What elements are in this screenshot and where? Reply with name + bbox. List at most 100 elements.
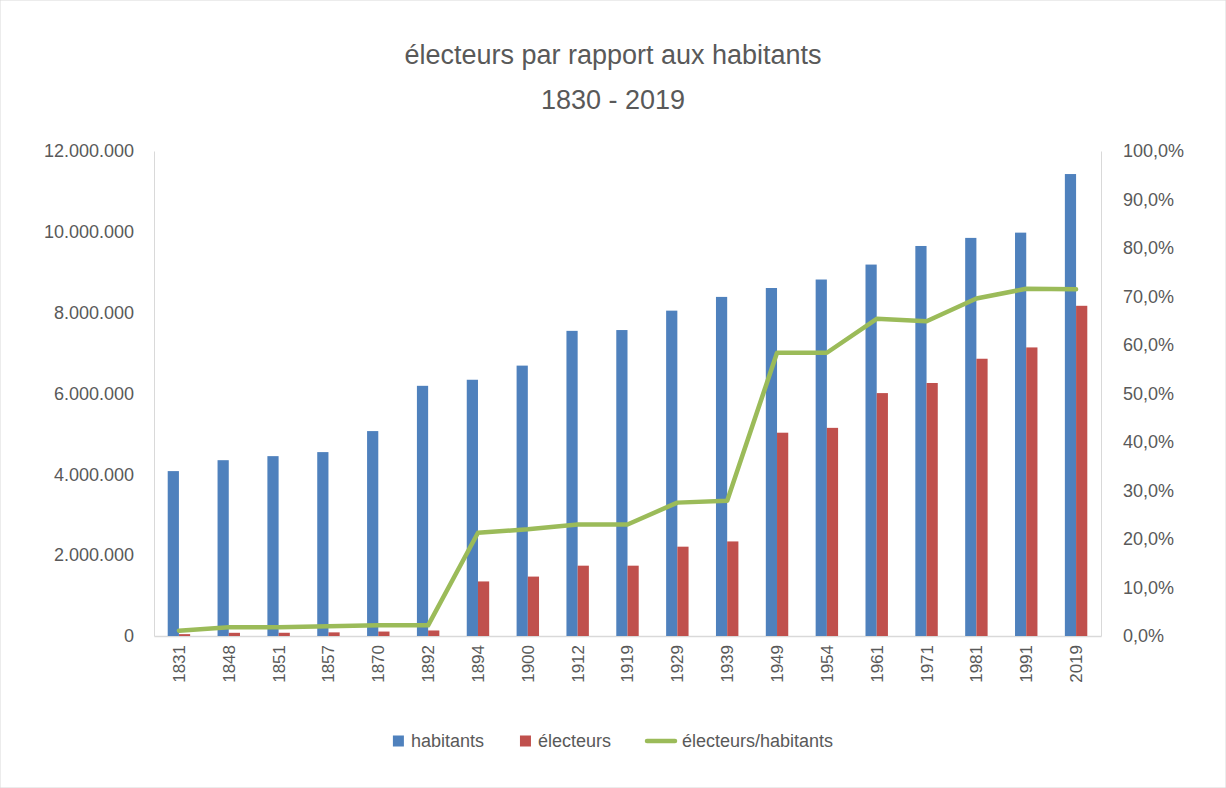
subtitle: 1830 - 2019 xyxy=(541,85,685,115)
y-tick: 8.000.000 xyxy=(54,303,154,323)
bar xyxy=(877,393,888,636)
bar xyxy=(616,330,627,636)
y-tick: 12.000.000 xyxy=(44,141,154,161)
bar xyxy=(976,359,987,636)
x-tick: 1892 xyxy=(419,636,438,683)
bar xyxy=(279,633,290,636)
bar xyxy=(666,311,677,636)
y-tick: 10.000.000 xyxy=(44,222,154,242)
y2-tick-label: 60,0% xyxy=(1123,335,1174,355)
x-tick-label: 1912 xyxy=(569,645,588,683)
bar xyxy=(267,456,278,636)
x-tick-label: 1857 xyxy=(319,645,338,683)
y2-tick: 10,0% xyxy=(1101,578,1174,598)
x-tick-label: 1981 xyxy=(967,645,986,683)
bar xyxy=(478,581,489,636)
x-tick: 1912 xyxy=(569,636,588,683)
y2-tick: 50,0% xyxy=(1101,384,1174,404)
y2-tick-label: 100,0% xyxy=(1123,141,1184,161)
y-tick-label: 4.000.000 xyxy=(54,465,134,485)
bar xyxy=(467,380,478,636)
legend-symbol xyxy=(393,736,404,747)
bar xyxy=(1026,347,1037,636)
x-tick: 1870 xyxy=(369,636,388,683)
y-axis-line xyxy=(154,152,155,637)
bar xyxy=(328,632,339,636)
y-tick-label: 2.000.000 xyxy=(54,545,134,565)
y2-tick: 20,0% xyxy=(1101,529,1174,549)
legend-item: électeurs/habitants xyxy=(647,731,833,751)
y-tick-label: 10.000.000 xyxy=(44,222,134,242)
y2-tick: 30,0% xyxy=(1101,481,1174,501)
y2-tick-label: 50,0% xyxy=(1123,384,1174,404)
bar xyxy=(1015,233,1026,636)
x-tick: 1919 xyxy=(618,636,637,683)
x-tick: 1981 xyxy=(967,636,986,683)
bar-series xyxy=(168,174,1076,636)
y2-tick-label: 70,0% xyxy=(1123,287,1174,307)
x-tick: 1894 xyxy=(469,636,488,683)
bar xyxy=(517,366,528,636)
bar-series xyxy=(179,306,1087,636)
bar xyxy=(367,431,378,636)
legend-label: électeurs xyxy=(538,731,611,751)
x-tick-label: 1929 xyxy=(668,645,687,683)
y-tick: 6.000.000 xyxy=(54,384,154,404)
x-tick: 1831 xyxy=(170,636,189,683)
bar xyxy=(727,541,738,636)
y2-tick-label: 0,0% xyxy=(1123,626,1164,646)
bar xyxy=(716,297,727,636)
bar xyxy=(915,246,926,636)
x-tick-label: 1900 xyxy=(519,645,538,683)
bar xyxy=(816,280,827,636)
y2-tick: 40,0% xyxy=(1101,432,1174,452)
x-tick: 1949 xyxy=(768,636,787,683)
x-axis: 1831 1848 1851 1857 1870 1892 1894 1900 1912 1919… xyxy=(155,636,1102,683)
x-tick: 1900 xyxy=(519,636,538,683)
x-tick-label: 1991 xyxy=(1017,645,1036,683)
y2-tick-label: 30,0% xyxy=(1123,481,1174,501)
y2-axis: 0,0% 10,0% 20,0% 30,0% 40,0% 50,0% 60,0% 70,0% 8… xyxy=(1101,141,1184,646)
legend-symbol xyxy=(520,736,531,747)
x-tick: 1851 xyxy=(270,636,289,683)
bar xyxy=(827,428,838,636)
bar xyxy=(628,566,639,636)
x-tick: 1848 xyxy=(220,636,239,683)
x-tick-label: 2019 xyxy=(1067,645,1086,683)
x-tick-label: 1919 xyxy=(618,645,637,683)
y-tick: 4.000.000 xyxy=(54,465,154,485)
x-tick-label: 1971 xyxy=(918,645,937,683)
y2-tick: 80,0% xyxy=(1101,238,1174,258)
bar xyxy=(378,632,389,636)
bar xyxy=(218,460,229,636)
background xyxy=(0,0,1226,788)
x-tick-label: 1851 xyxy=(270,645,289,683)
y2-tick-label: 20,0% xyxy=(1123,529,1174,549)
y2-tick: 0,0% xyxy=(1101,626,1164,646)
y2-tick-label: 80,0% xyxy=(1123,238,1174,258)
legend-label: habitants xyxy=(411,731,484,751)
y2-tick: 100,0% xyxy=(1101,141,1184,161)
line xyxy=(179,289,1076,631)
y-axis: 02.000.0004.000.0006.000.0008.000.00010.… xyxy=(44,141,155,646)
y-tick: 2.000.000 xyxy=(54,545,154,565)
bar xyxy=(528,577,539,636)
y2-tick-label: 90,0% xyxy=(1123,190,1174,210)
bar xyxy=(1065,174,1076,636)
x-tick: 1939 xyxy=(718,636,737,683)
legend-label: électeurs/habitants xyxy=(682,731,833,751)
x-tick-label: 1892 xyxy=(419,645,438,683)
x-tick: 1929 xyxy=(668,636,687,683)
x-tick: 1954 xyxy=(818,636,837,683)
y2-axis-line xyxy=(1101,152,1102,637)
x-tick: 1961 xyxy=(868,636,887,683)
y2-tick: 90,0% xyxy=(1101,190,1174,210)
bar xyxy=(766,288,777,636)
bar xyxy=(677,547,688,636)
x-tick: 1971 xyxy=(918,636,937,683)
x-tick-label: 1848 xyxy=(220,645,239,683)
y-tick-label: 8.000.000 xyxy=(54,303,134,323)
chart: électeurs par rapport aux habitants1830 … xyxy=(0,0,1226,788)
x-tick: 2019 xyxy=(1067,636,1086,683)
x-tick-label: 1949 xyxy=(768,645,787,683)
